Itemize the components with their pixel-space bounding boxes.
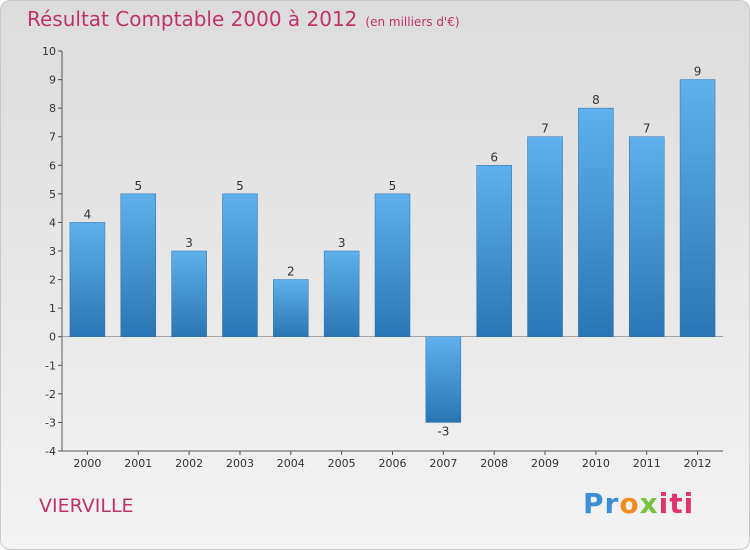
y-tick-label: -1 [45,359,56,372]
value-label-2002: 3 [185,236,193,250]
bar-2008 [476,165,512,337]
y-tick-label: 7 [49,131,56,144]
x-tick-label-2001: 2001 [124,457,152,470]
value-label-2005: 3 [338,236,346,250]
value-label-2007: -3 [437,424,449,438]
value-label-2012: 9 [694,65,702,79]
y-tick-label: 5 [49,188,56,201]
value-label-2001: 5 [134,179,142,193]
bar-2004 [273,279,309,337]
y-tick-label: -3 [45,416,56,429]
bar-2005 [323,250,360,337]
value-label-2003: 5 [236,179,244,193]
y-tick-label: 1 [49,302,56,315]
value-label-2004: 2 [287,265,295,279]
x-tick-label-2011: 2011 [633,457,661,470]
y-tick-label: 9 [49,74,56,87]
x-tick-label-2006: 2006 [379,457,407,470]
y-tick-label: 4 [49,216,56,229]
bar-2006 [374,193,411,337]
value-label-2010: 8 [592,93,600,107]
y-tick-label: 10 [42,45,56,58]
y-tick-label: 2 [49,274,56,287]
proxiti-logo: Proxiti [583,487,694,520]
x-tick-label-2005: 2005 [328,457,356,470]
x-tick-label-2009: 2009 [531,457,559,470]
x-tick-label-2003: 2003 [226,457,254,470]
bar-2009 [527,136,563,337]
bar-2002 [171,250,207,337]
y-tick-label: 3 [49,245,56,258]
x-tick-label-2008: 2008 [480,457,508,470]
x-tick-label-2010: 2010 [582,457,610,470]
y-tick-label: -2 [45,388,56,401]
chart-subtitle: (en milliers d'€) [365,15,460,29]
x-tick-label-2004: 2004 [277,457,305,470]
value-label-2009: 7 [541,122,549,136]
x-tick-label-2000: 2000 [73,457,101,470]
y-tick-label: 6 [49,159,56,172]
x-tick-label-2007: 2007 [429,457,457,470]
location-name: VIERVILLE [39,495,134,517]
bar-2010 [578,107,614,337]
bar-2011 [628,136,665,337]
x-tick-label-2002: 2002 [175,457,203,470]
logo-part-4: iti [658,487,695,520]
x-tick-label-2012: 2012 [684,457,712,470]
bar-2003 [222,193,258,337]
bar-2001 [120,193,157,337]
logo-part-2: o [619,487,640,520]
chart-title: Résultat Comptable 2000 à 2012 (en millie… [27,7,460,31]
bar-2000 [69,222,106,337]
bar-2007 [425,336,462,423]
value-label-2011: 7 [643,122,651,136]
logo-part-1: Pr [583,487,620,520]
y-tick-label: -4 [45,445,56,458]
y-tick-label: 0 [49,331,56,344]
value-label-2008: 6 [490,150,498,164]
logo-part-3: x [639,487,659,520]
value-label-2000: 4 [84,207,92,221]
y-tick-label: 8 [49,102,56,115]
value-label-2006: 5 [389,179,397,193]
bar-2012 [679,79,716,337]
